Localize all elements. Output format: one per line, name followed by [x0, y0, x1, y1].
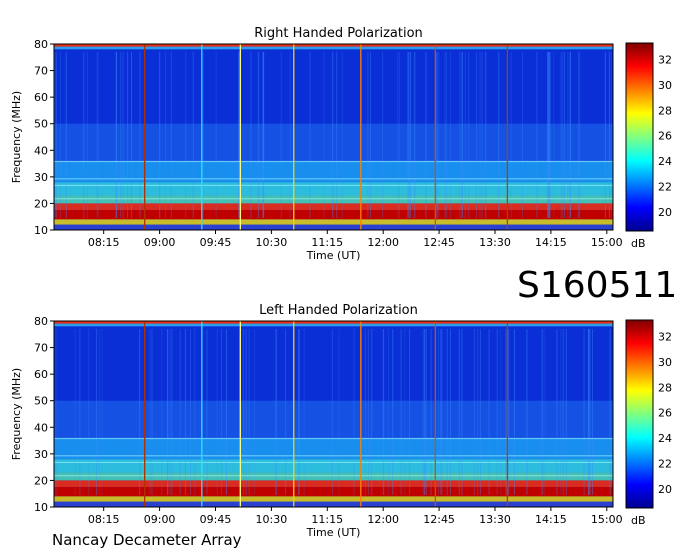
x-tick-label: 14:15: [535, 513, 567, 526]
y-tick-label: 50: [34, 395, 48, 408]
colorbar-tick-label: 24: [658, 432, 672, 445]
x-tick-label: 12:00: [367, 513, 399, 526]
colorbar-tick-label: 22: [658, 181, 672, 194]
colorbar-tick-label: 30: [658, 356, 672, 369]
y-tick-label: 60: [34, 91, 48, 104]
y-axis-label: Frequency (MHz): [10, 368, 23, 460]
colorbar-tick-label: 32: [658, 54, 672, 67]
colorbar-tick-label: 20: [658, 206, 672, 219]
x-tick-label: 09:00: [144, 513, 176, 526]
x-tick-label: 12:00: [367, 236, 399, 249]
colorbar-tick-label: 28: [658, 104, 672, 117]
x-tick-label: 13:30: [479, 236, 511, 249]
colorbar-tick-label: 26: [658, 407, 672, 420]
x-tick-label: 11:15: [311, 513, 343, 526]
colorbar-tick-label: 28: [658, 381, 672, 394]
x-tick-label: 08:15: [88, 236, 120, 249]
footer-label: Nancay Decameter Array: [52, 531, 242, 549]
y-tick-label: 70: [34, 65, 48, 78]
y-tick-label: 10: [34, 224, 48, 237]
x-axis-label: Time (UT): [306, 526, 361, 539]
date-code-label: S160511: [517, 265, 677, 306]
y-tick-label: 20: [34, 474, 48, 487]
colorbar: [625, 42, 654, 232]
x-tick-label: 14:15: [535, 236, 567, 249]
x-tick-label: 09:45: [200, 513, 232, 526]
y-tick-label: 20: [34, 197, 48, 210]
x-tick-label: 13:30: [479, 513, 511, 526]
x-axis-label: Time (UT): [306, 249, 361, 262]
y-tick-label: 60: [34, 368, 48, 381]
plot-frame: [53, 43, 614, 231]
plot-frame: [53, 320, 614, 508]
y-tick-label: 40: [34, 144, 48, 157]
y-tick-label: 80: [34, 315, 48, 328]
colorbar: [625, 319, 654, 509]
panel-right-handed: Right Handed Polarization 10 20 30 40 50 60 70 8…: [10, 26, 672, 262]
x-tick-label: 15:00: [591, 236, 623, 249]
y-axis-label: Frequency (MHz): [10, 91, 23, 183]
y-tick-label: 80: [34, 38, 48, 51]
colorbar-tick-label: 22: [658, 458, 672, 471]
y-tick-label: 30: [34, 448, 48, 461]
y-tick-label: 50: [34, 118, 48, 131]
y-tick-label: 30: [34, 171, 48, 184]
x-tick-label: 10:30: [256, 236, 288, 249]
panel-left-handed: Left Handed Polarization 10 20 30 40 50 60 70 80…: [10, 303, 672, 539]
chart-title: Left Handed Polarization: [259, 303, 418, 318]
x-tick-label: 09:00: [144, 236, 176, 249]
colorbar-tick-label: 30: [658, 79, 672, 92]
x-tick-label: 09:45: [200, 236, 232, 249]
x-tick-label: 08:15: [88, 513, 120, 526]
x-tick-label: 15:00: [591, 513, 623, 526]
y-tick-label: 40: [34, 421, 48, 434]
colorbar-tick-label: 20: [658, 483, 672, 496]
colorbar-tick-label: 32: [658, 331, 672, 344]
colorbar-tick-label: 24: [658, 155, 672, 168]
x-tick-label: 12:45: [423, 513, 455, 526]
y-tick-label: 70: [34, 342, 48, 355]
colorbar-unit: dB: [631, 514, 646, 527]
spectrogram: [54, 44, 613, 230]
y-tick-label: 10: [34, 501, 48, 514]
colorbar-unit: dB: [631, 237, 646, 250]
colorbar-tick-label: 26: [658, 130, 672, 143]
x-tick-label: 10:30: [256, 513, 288, 526]
x-tick-label: 12:45: [423, 236, 455, 249]
x-tick-label: 11:15: [311, 236, 343, 249]
spectrogram: [54, 321, 613, 507]
chart-title: Right Handed Polarization: [254, 26, 423, 41]
